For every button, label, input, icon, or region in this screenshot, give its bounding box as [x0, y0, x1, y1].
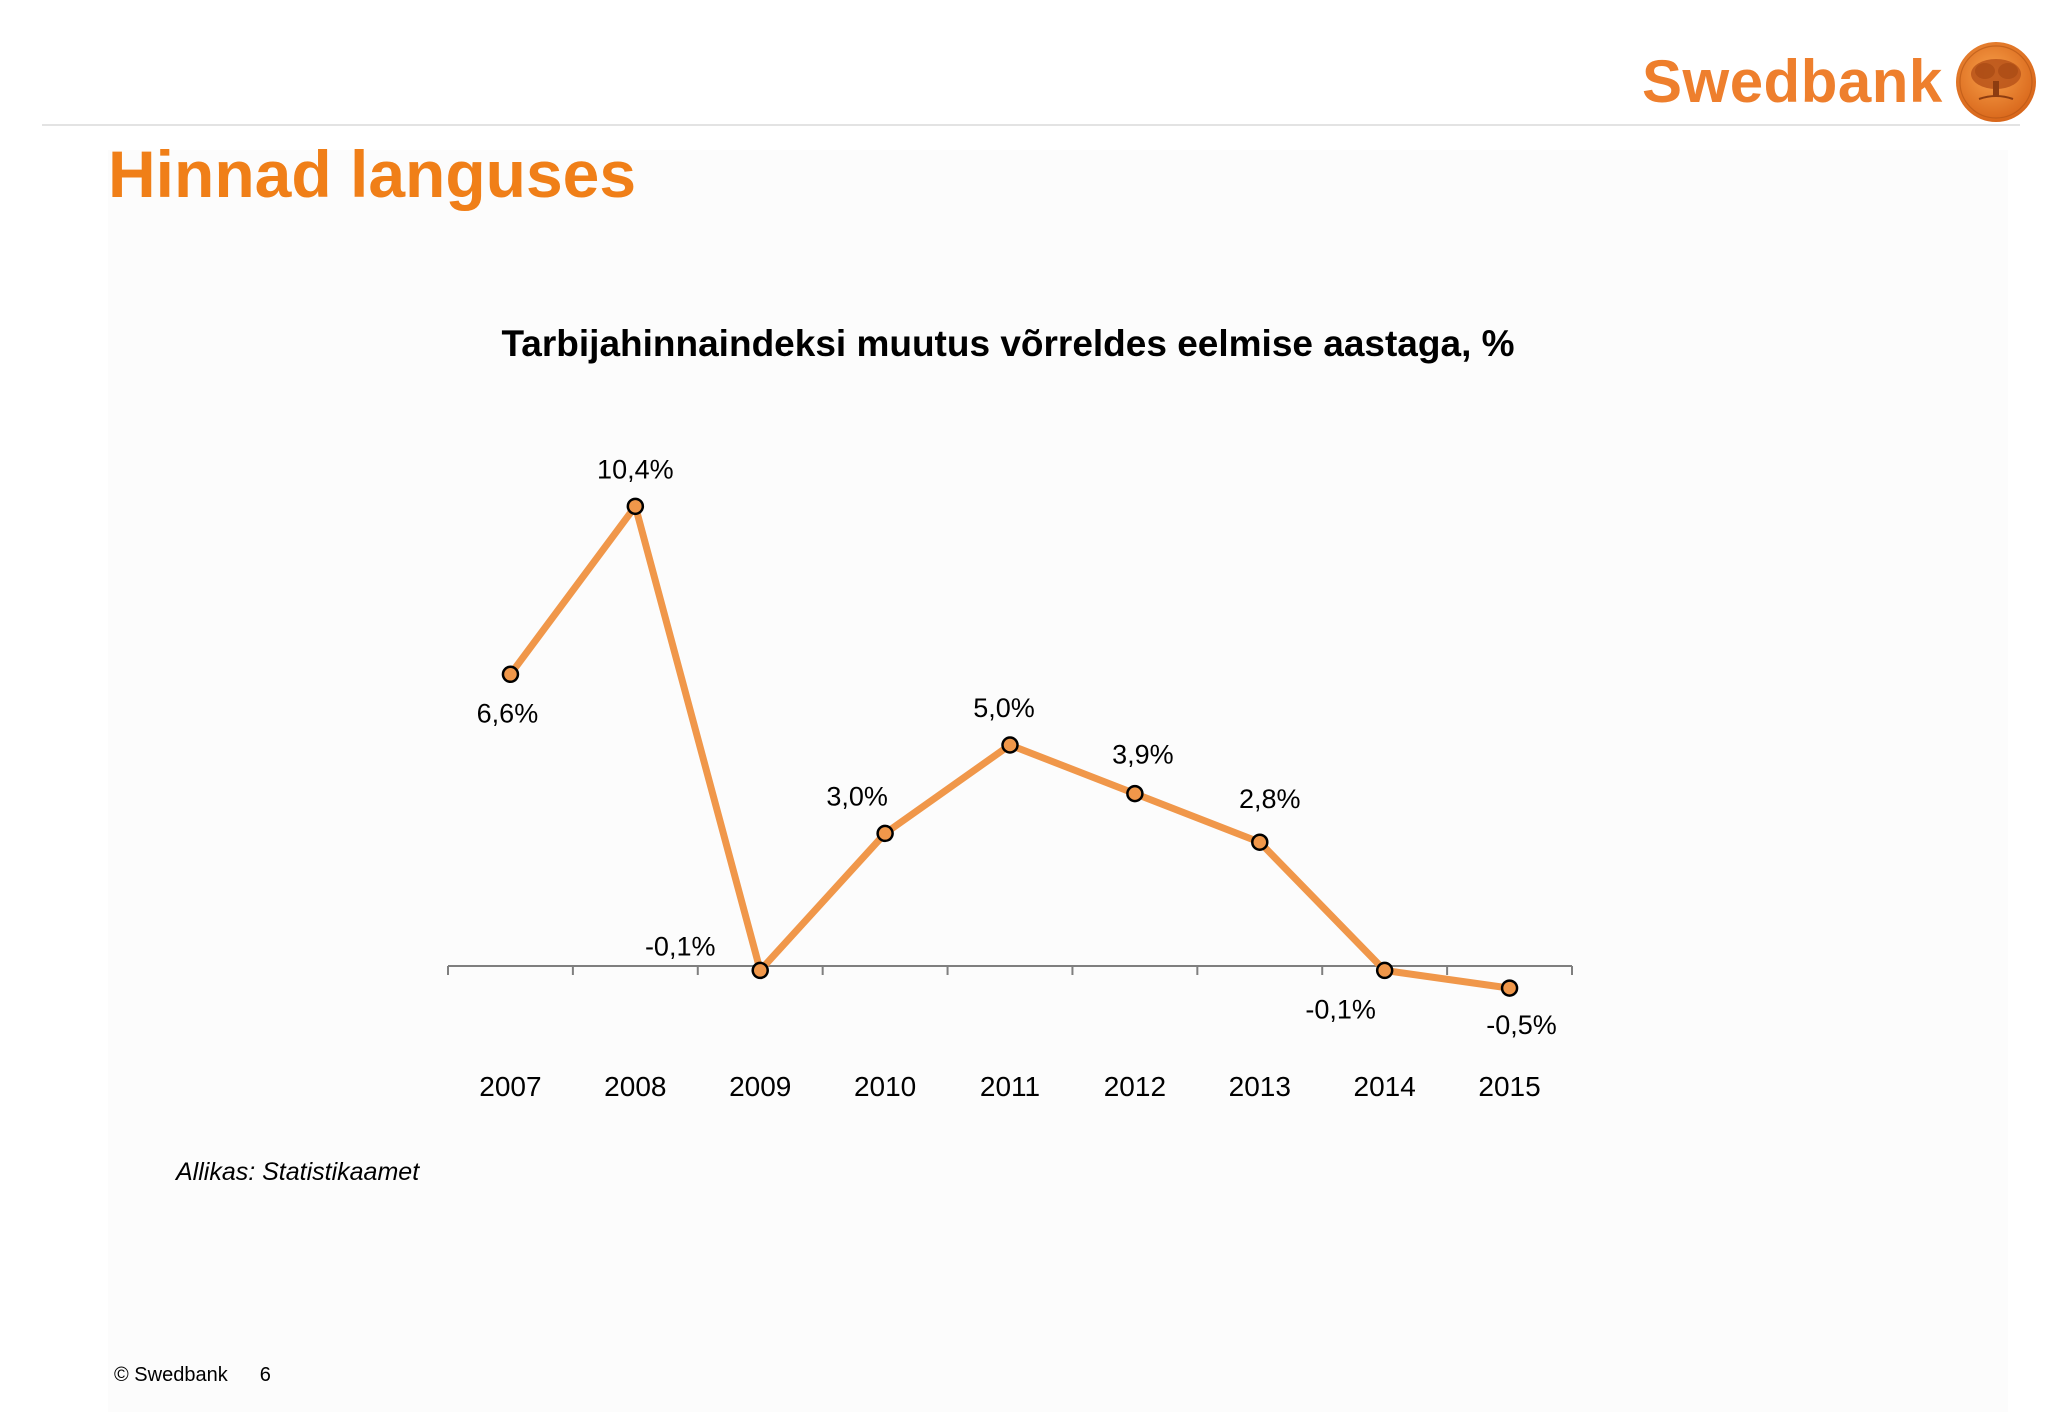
- footer: © Swedbank 6: [114, 1364, 271, 1387]
- x-tick-label: 2011: [980, 1071, 1040, 1102]
- copyright-text: © Swedbank: [114, 1364, 228, 1386]
- x-tick-label: 2008: [604, 1071, 666, 1102]
- page-title: Hinnad languses: [108, 137, 637, 211]
- x-tick-label: 2014: [1354, 1071, 1416, 1102]
- brand-logo-group: Swedbank: [1642, 42, 2037, 122]
- data-point: [1001, 736, 1019, 754]
- x-tick-label: 2007: [479, 1071, 541, 1102]
- data-label: -0,1%: [1305, 994, 1376, 1024]
- x-tick-label: 2013: [1229, 1071, 1291, 1102]
- data-label: 3,0%: [826, 781, 888, 811]
- data-point: [1500, 979, 1519, 997]
- data-label: 3,9%: [1112, 740, 1174, 770]
- data-label: 2,8%: [1239, 784, 1301, 814]
- data-label: 6,6%: [477, 698, 539, 728]
- data-label: -0,1%: [645, 931, 716, 961]
- x-tick-label: 2015: [1478, 1071, 1540, 1102]
- slide-background: [108, 150, 2008, 1412]
- data-label: 5,0%: [973, 693, 1035, 723]
- chart-title: Tarbijahinnaindeksi muutus võrreldes eel…: [501, 323, 1515, 364]
- data-point: [1375, 961, 1394, 980]
- data-point: [1251, 833, 1269, 851]
- data-label: 10,4%: [597, 454, 674, 484]
- data-point: [626, 497, 645, 516]
- data-point: [876, 824, 894, 843]
- x-tick-label: 2009: [729, 1071, 791, 1102]
- data-point: [501, 665, 520, 684]
- oak-tree-logo-icon: [1955, 42, 2036, 122]
- data-label: -0,5%: [1486, 1010, 1557, 1040]
- header-divider: [42, 124, 2020, 126]
- x-tick-label: 2012: [1104, 1071, 1166, 1102]
- data-point: [1126, 784, 1144, 803]
- page-number: 6: [259, 1364, 271, 1386]
- brand-name: Swedbank: [1642, 48, 1943, 115]
- data-point: [751, 961, 769, 980]
- x-tick-label: 2010: [854, 1071, 916, 1102]
- source-note: Allikas: Statistikaamet: [176, 1158, 420, 1186]
